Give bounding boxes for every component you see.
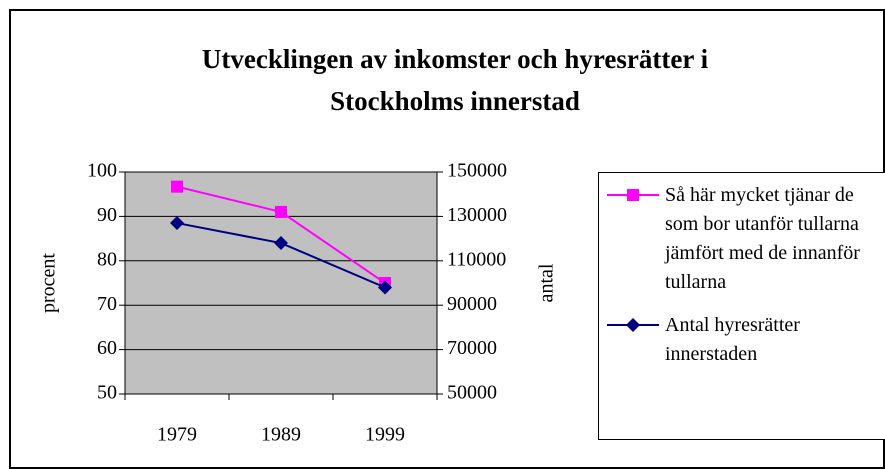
marker bbox=[171, 180, 183, 193]
marker bbox=[170, 216, 184, 231]
legend: Så här mycket tjänar de som bor utanför … bbox=[598, 172, 885, 440]
y-tick-label: 70 bbox=[97, 293, 117, 315]
marker bbox=[627, 189, 639, 201]
y2-tick-label: 50000 bbox=[447, 382, 497, 404]
marker bbox=[275, 205, 287, 218]
y2-tick-label: 110000 bbox=[447, 248, 506, 270]
y2-tick-label: 150000 bbox=[447, 160, 507, 182]
marker bbox=[626, 318, 640, 332]
chart-title: Utvecklingen av inkomster och hyresrätte… bbox=[201, 44, 709, 116]
x-tick-label: 1989 bbox=[261, 424, 301, 446]
legend-label: Antal hyresrätter innerstaden bbox=[665, 314, 800, 365]
legend-swatch bbox=[607, 189, 659, 201]
y-tick-label: 60 bbox=[97, 337, 117, 359]
y2-axis-label: antal bbox=[536, 263, 558, 302]
legend-swatch bbox=[607, 318, 659, 332]
x-tick-label: 1979 bbox=[157, 424, 197, 446]
marker bbox=[274, 236, 288, 251]
y-tick-label: 50 bbox=[97, 382, 117, 404]
y-tick-label: 80 bbox=[97, 248, 117, 270]
y2-tick-label: 130000 bbox=[447, 204, 507, 226]
marker bbox=[378, 280, 392, 295]
y-tick-label: 90 bbox=[97, 204, 117, 226]
x-tick-label: 1999 bbox=[365, 424, 405, 446]
y2-tick-label: 90000 bbox=[447, 293, 497, 315]
legend-label: Så här mycket tjänar de som bor utanför … bbox=[665, 184, 860, 293]
y2-tick-label: 70000 bbox=[447, 337, 497, 359]
y-axis-label: procent bbox=[38, 253, 60, 313]
y-tick-label: 100 bbox=[87, 160, 117, 182]
